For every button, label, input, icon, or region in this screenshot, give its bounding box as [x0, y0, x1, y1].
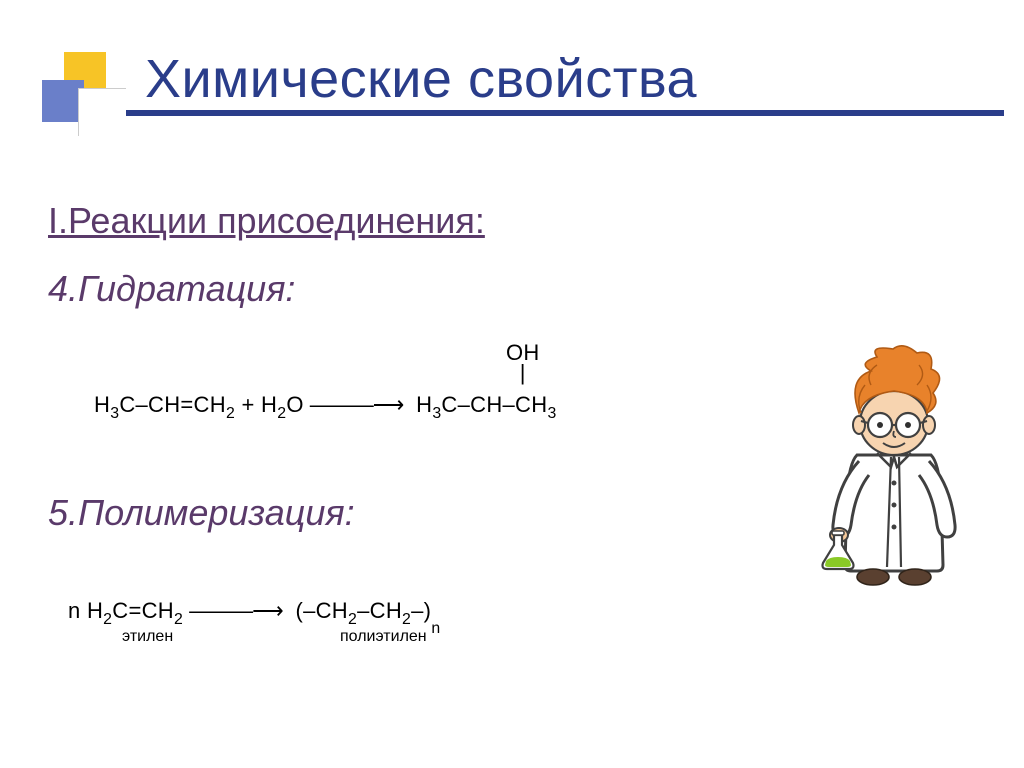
logo-square-white [78, 88, 126, 136]
subhead-polymerization: 5.Полимеризация: [48, 492, 355, 534]
formula-hydration: H3C–CH=CH2 + H2O———⟶ H3C–CH–CH3 [94, 392, 557, 422]
header-bar [65, 110, 1004, 116]
label-ethylene: этилен [122, 628, 173, 646]
logo-block [42, 52, 132, 142]
section-heading: I.Реакции присоединения: [48, 200, 485, 242]
subhead-hydration: 4.Гидратация: [48, 268, 295, 310]
page-title: Химические свойства [145, 48, 697, 110]
label-polyethylene: полиэтилен [340, 628, 427, 646]
formula-polymerization: n H2C=CH2———⟶ (–CH2–CH2–)n [68, 598, 440, 628]
scientist-icon [799, 335, 989, 595]
